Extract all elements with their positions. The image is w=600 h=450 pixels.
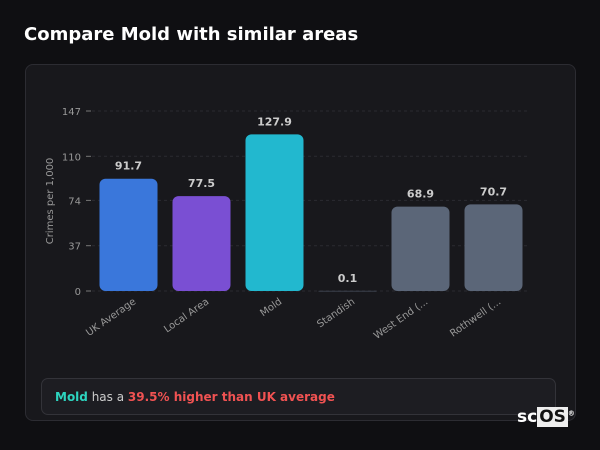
- bar: [391, 206, 450, 291]
- data-label: 68.9: [407, 188, 434, 201]
- logo-prefix: sc: [517, 407, 538, 427]
- page-title: Compare Mold with similar areas: [24, 24, 359, 45]
- bar: [99, 178, 158, 291]
- note-area: Mold: [55, 390, 88, 404]
- y-tick-label: 147: [62, 107, 81, 118]
- bar: [245, 134, 304, 291]
- x-tick-label: Standish: [315, 296, 357, 330]
- x-tick-label: West End (...: [372, 296, 430, 341]
- comparison-note: Mold has a 39.5% higher than UK average: [41, 378, 556, 415]
- data-label: 70.7: [480, 185, 507, 198]
- note-highlight: 39.5% higher than UK average: [127, 390, 335, 404]
- logo: sc OS ®: [517, 407, 575, 427]
- logo-box: OS: [537, 407, 568, 427]
- y-tick-label: 37: [68, 242, 81, 253]
- y-tick-label: 74: [68, 196, 81, 207]
- y-tick-label: 110: [62, 152, 81, 163]
- data-label: 91.7: [115, 160, 142, 173]
- data-label: 0.1: [338, 272, 358, 285]
- bar: [464, 204, 523, 291]
- x-tick-label: Local Area: [162, 296, 211, 335]
- bar: [318, 290, 377, 292]
- note-text: has a: [87, 390, 128, 404]
- logo-mark: ®: [567, 409, 575, 418]
- data-label: 127.9: [257, 115, 292, 128]
- x-tick-label: Mold: [258, 296, 284, 319]
- data-label: 77.5: [188, 177, 215, 190]
- x-tick-label: UK Average: [84, 296, 138, 338]
- bar: [172, 196, 231, 291]
- y-tick-label: 0: [75, 287, 81, 298]
- x-tick-label: Rothwell (...: [448, 296, 503, 339]
- y-axis-label: Crimes per 1,000: [45, 158, 56, 245]
